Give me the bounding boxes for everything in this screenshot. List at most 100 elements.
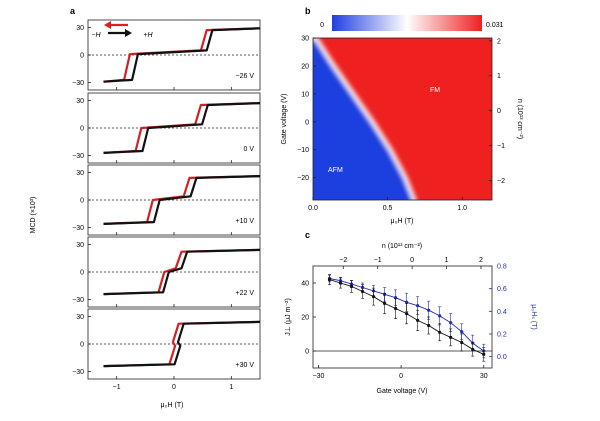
top-tick-label: −2 <box>339 257 347 264</box>
y-tick-label: −30 <box>72 80 84 87</box>
panel-b-xlabel: μ₀H (T) <box>391 218 414 225</box>
saturation-field-point <box>405 300 409 304</box>
y-tick-label: 30 <box>76 170 84 177</box>
interlayer-exchange-point <box>438 330 442 334</box>
interlayer-exchange-point <box>471 347 475 351</box>
panel-b-frame <box>312 37 493 201</box>
right-tick-label: −2 <box>497 178 505 185</box>
interlayer-exchange-point <box>405 312 409 316</box>
y2-tick-label: 0.6 <box>497 286 507 293</box>
right-tick-label: 2 <box>497 38 501 45</box>
y-tick-label: 20 <box>301 63 309 70</box>
top-tick-label: −1 <box>374 257 382 264</box>
y-tick-label: −30 <box>72 297 84 304</box>
interlayer-exchange-point <box>383 301 387 305</box>
right-tick-label: −1 <box>497 143 505 150</box>
x-tick-label: 0.0 <box>308 205 318 212</box>
interlayer-exchange-point <box>371 295 376 299</box>
y-tick-label: 30 <box>76 242 84 249</box>
backward-sweep-curve <box>103 248 261 296</box>
y-tick-label: 0 <box>80 342 84 349</box>
y-tick-label: 0 <box>80 198 84 205</box>
interlayer-exchange-point <box>460 340 464 345</box>
y-tick-label: −30 <box>72 225 84 232</box>
gate-voltage-label: +22 V <box>236 290 255 297</box>
colorbar-min-label: 0 <box>320 22 324 29</box>
panel-c-y2label: μ₀Hₛ (T) <box>530 304 537 330</box>
gate-voltage-label: −26 V <box>236 73 255 80</box>
colorbar-max-label: 0.031 <box>486 22 504 29</box>
right-tick-label: 1 <box>497 73 501 80</box>
y-tick-label: 0 <box>305 119 309 126</box>
panel-b-heatmap <box>313 38 492 200</box>
x-tick-label: 1 <box>229 384 233 391</box>
backward-sweep-curve <box>103 175 261 225</box>
legend-minus-h: −H <box>91 32 101 39</box>
panel-label-b: b <box>305 6 311 16</box>
interlayer-exchange-point <box>416 318 420 322</box>
panel-label-c: c <box>305 230 310 240</box>
region-label-afm: AFM <box>328 167 343 174</box>
y-tick-label: 30 <box>76 314 84 321</box>
panel-c-top-label: n (10¹³ cm⁻²) <box>382 243 422 250</box>
panel-b-right-label: n (10¹³ cm⁻²) <box>516 99 523 139</box>
x-tick-label: −1 <box>113 384 121 391</box>
saturation-field-point <box>427 308 431 312</box>
y-tick-label: 30 <box>76 98 84 105</box>
y-tick-label: 30 <box>76 25 84 32</box>
y2-tick-label: 0.2 <box>497 332 507 339</box>
interlayer-exchange-point <box>449 335 453 339</box>
interlayer-exchange-point <box>349 284 354 288</box>
saturation-field-point <box>438 314 442 318</box>
top-tick-label: 0 <box>410 257 414 264</box>
x-tick-label: 0 <box>172 384 176 391</box>
panel-b-ylabel: Gate voltage (V) <box>281 94 288 145</box>
y-tick-label: 40 <box>301 281 309 288</box>
y-tick-label: −10 <box>297 147 309 154</box>
y-tick-label: 30 <box>301 36 309 43</box>
interlayer-exchange-point <box>394 306 398 311</box>
x-tick-label: 0 <box>399 373 403 380</box>
panel-c-plot: −30 0 30 0 20 40 0.0 0.2 0.4 0.6 0.8 −2 −1 0 1 2 <box>301 257 507 380</box>
y-tick-label: 20 <box>301 315 309 322</box>
x-tick-label: 0.5 <box>383 205 393 212</box>
y-tick-label: 0 <box>80 126 84 133</box>
backward-sweep-curve <box>103 27 261 83</box>
y2-tick-label: 0.0 <box>497 354 507 361</box>
top-tick-label: 2 <box>479 257 483 264</box>
panel-label-a: a <box>70 6 76 16</box>
interlayer-exchange-point <box>338 281 343 285</box>
y2-tick-label: 0.8 <box>497 264 507 271</box>
panel-a-xlabel: μ₀H (T) <box>161 402 184 409</box>
interlayer-exchange-point <box>482 352 486 356</box>
backward-sweep-curve <box>103 102 261 154</box>
saturation-field-point <box>460 330 464 334</box>
panel-c-xlabel: Gate voltage (V) <box>377 388 428 395</box>
panel-a-legend: −H +H <box>91 21 154 39</box>
region-label-fm: FM <box>430 87 440 94</box>
interlayer-exchange-point <box>427 323 431 328</box>
right-tick-label: 0 <box>497 108 501 115</box>
panel-c-ylabel: J⊥ (μJ m⁻²) <box>285 298 292 336</box>
top-tick-label: 1 <box>445 257 449 264</box>
y2-tick-label: 0.4 <box>497 309 507 316</box>
backward-sweep-curve <box>103 320 261 368</box>
gate-voltage-label: +10 V <box>236 218 255 225</box>
saturation-field-point <box>416 304 420 308</box>
gate-voltage-label: +30 V <box>236 362 255 369</box>
afm-region <box>313 38 417 200</box>
x-tick-label: 1.0 <box>457 205 467 212</box>
panel-b-colorbar: 0 0.031 <box>320 15 504 31</box>
interlayer-exchange-point <box>360 289 365 294</box>
y-tick-label: 0 <box>305 349 309 356</box>
y-tick-label: −20 <box>297 175 309 182</box>
y-tick-label: 0 <box>80 53 84 60</box>
gate-voltage-label: 0 V <box>243 146 254 153</box>
y-tick-label: −30 <box>72 153 84 160</box>
y-tick-label: 10 <box>301 91 309 98</box>
panel-a-plot: −30 0 30 −26 V −30 0 30 0 V −30 0 30 +10 V −30 0 30 +22… <box>72 19 261 391</box>
legend-plus-h: +H <box>143 32 153 39</box>
panel-a-ylabel: MCD (×10³) <box>30 197 37 234</box>
y-tick-label: −30 <box>72 369 84 376</box>
